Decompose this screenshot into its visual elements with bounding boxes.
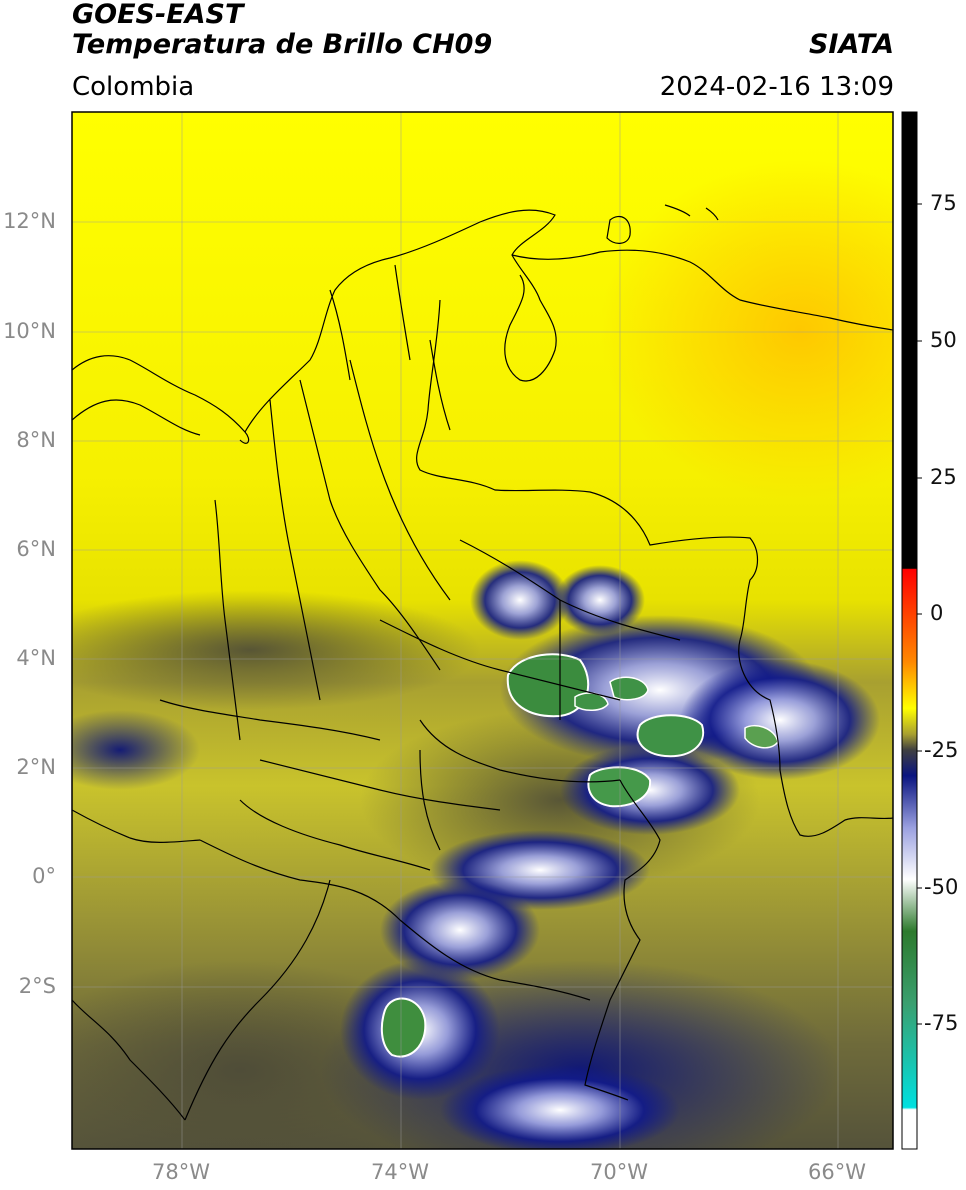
lat-tick-label: 8°N <box>16 428 56 452</box>
lon-tick-label: 70°W <box>590 1160 648 1184</box>
lon-tick-label: 78°W <box>152 1160 210 1184</box>
lat-tick-label: 2°S <box>18 974 56 998</box>
source-label: SIATA <box>808 29 894 60</box>
datetime-label: 2024-02-16 13:09 <box>659 72 894 102</box>
borders <box>72 204 893 1121</box>
colorbar-tick-label: 25 <box>930 465 957 489</box>
lon-tick-label: 74°W <box>371 1160 429 1184</box>
lat-tick-label: 4°N <box>16 646 56 670</box>
colorbar-tick-label: 0 <box>930 601 944 625</box>
colorbar-tick-label: 50 <box>930 328 957 352</box>
lat-tick-label: 6°N <box>16 537 56 561</box>
lat-tick-label: 12°N <box>3 209 56 233</box>
colorbar-tick-label: -75 <box>924 1011 959 1035</box>
temperature-field <box>72 112 893 1149</box>
colorbar-tick-label: 75 <box>930 191 957 215</box>
title-product: Temperatura de Brillo CH09 <box>72 29 493 60</box>
title-satellite: GOES-EAST <box>72 0 244 30</box>
region-label: Colombia <box>72 72 195 102</box>
lat-tick-label: 10°N <box>3 319 56 343</box>
colorbar-tick-label: -50 <box>924 875 959 899</box>
lon-tick-label: 66°W <box>808 1160 866 1184</box>
map-frame <box>71 111 894 1150</box>
lat-tick-label: 0° <box>32 864 56 888</box>
colorbar <box>901 111 922 1150</box>
lat-tick-label: 2°N <box>16 755 56 779</box>
colorbar-tick-label: -25 <box>924 738 959 762</box>
